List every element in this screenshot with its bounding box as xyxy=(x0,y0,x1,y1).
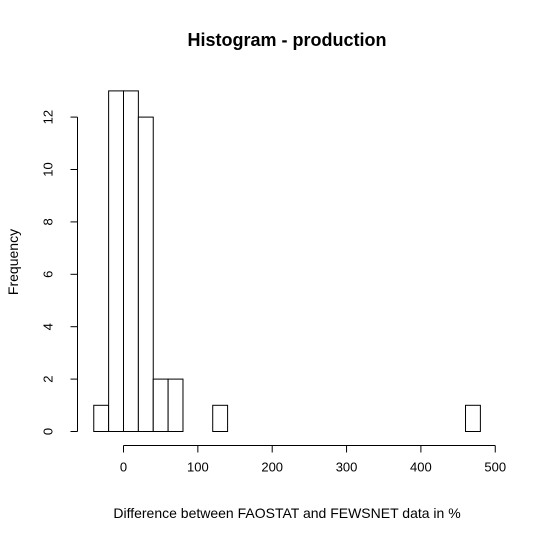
x-tick-label: 200 xyxy=(261,460,283,475)
y-tick-label: 12 xyxy=(41,110,56,124)
histogram-bar xyxy=(212,404,229,432)
y-tick-label: 4 xyxy=(41,323,56,330)
x-tick-label: 100 xyxy=(187,460,209,475)
histogram-bar xyxy=(465,404,481,432)
histogram-bar xyxy=(108,90,124,433)
histogram-bar xyxy=(137,116,154,432)
x-axis: 0 100 200 300 400 500 xyxy=(120,445,506,475)
x-tick-label: 300 xyxy=(336,460,358,475)
y-axis-label: Frequency xyxy=(5,229,21,295)
y-tick-label: 6 xyxy=(41,271,56,278)
chart-title: Histogram - production xyxy=(188,30,387,50)
y-tick-label: 10 xyxy=(41,162,56,176)
y-tick-label: 0 xyxy=(41,428,56,435)
histogram-bar xyxy=(123,90,139,433)
x-tick-label: 400 xyxy=(410,460,432,475)
histogram-bars xyxy=(93,90,481,433)
histogram-bar xyxy=(167,378,184,433)
y-tick-label: 2 xyxy=(41,375,56,382)
y-axis: 0 2 4 6 8 10 12 xyxy=(41,110,78,435)
x-tick-label: 0 xyxy=(120,460,127,475)
histogram-bar xyxy=(152,378,169,433)
x-tick-label: 500 xyxy=(484,460,506,475)
x-axis-label: Difference between FAOSTAT and FEWSNET d… xyxy=(113,505,460,521)
y-tick-label: 8 xyxy=(41,218,56,225)
histogram-bar xyxy=(93,404,110,432)
